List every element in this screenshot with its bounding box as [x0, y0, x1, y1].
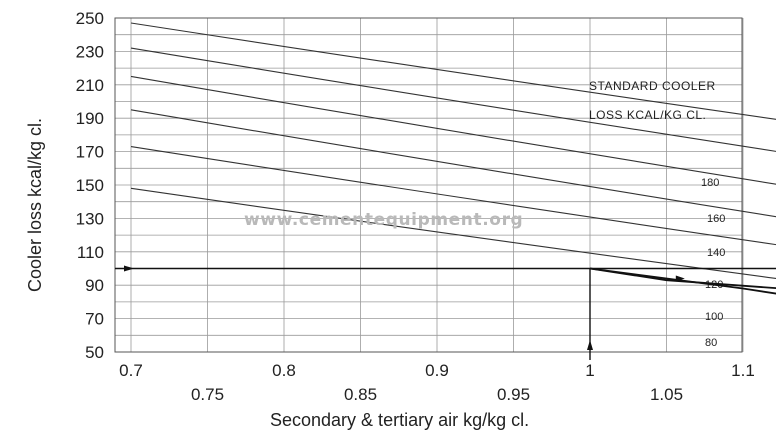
x-tick-label: 1.05 — [650, 385, 683, 404]
example-construction — [115, 265, 776, 360]
tick-labels: 50 70 90 110 130 150 170 190 210 230 250 0.7 0.8 0.9 1… — [76, 9, 755, 404]
x-tick-label: 1.1 — [731, 361, 755, 380]
curve-label: 100 — [705, 311, 723, 323]
y-tick-label: 190 — [76, 109, 104, 128]
y-axis-label: Cooler loss kcal/kg cl. — [25, 118, 45, 292]
y-tick-label: 50 — [85, 343, 104, 362]
curve-line — [130, 146, 776, 246]
y-tick-label: 90 — [85, 276, 104, 295]
arrowhead — [587, 340, 593, 350]
y-tick-label: 110 — [77, 243, 104, 262]
y-tick-label: 210 — [76, 76, 104, 95]
curve-label: 80 — [705, 337, 717, 349]
plot-frame — [114, 17, 743, 353]
x-tick-label: 0.95 — [497, 385, 530, 404]
annotation-line-2: LOSS KCAL/KG CL. — [589, 108, 706, 122]
example-trace — [589, 267, 776, 290]
curve-line — [130, 109, 776, 218]
y-tick-label: 130 — [76, 209, 104, 228]
y-tick-label: 150 — [76, 176, 104, 195]
x-tick-label: 0.75 — [191, 385, 224, 404]
example-trace — [589, 267, 776, 295]
x-tick-label: 0.7 — [119, 361, 143, 380]
x-axis-label: Secondary & tertiary air kg/kg cl. — [270, 410, 529, 430]
arrowhead — [124, 265, 134, 272]
watermark-text: www.cementequipment.org — [244, 210, 523, 230]
annotation-line-1: STANDARD COOLER — [589, 79, 716, 93]
curve-line — [130, 75, 776, 185]
grid — [115, 17, 744, 353]
y-tick-label: 250 — [76, 9, 104, 28]
curve-line — [130, 187, 776, 280]
arrowhead — [675, 275, 685, 282]
curve-label: 140 — [707, 247, 725, 259]
x-tick-label: 1 — [585, 361, 594, 380]
y-tick-label: 70 — [85, 310, 104, 329]
curve-label: 180 — [701, 177, 719, 189]
x-tick-label: 0.8 — [272, 361, 296, 380]
curve-line — [130, 22, 776, 120]
x-tick-label: 0.85 — [344, 385, 377, 404]
curve-label: 160 — [707, 213, 725, 225]
curve-line — [130, 47, 776, 152]
plot-border — [114, 17, 743, 353]
y-tick-label: 230 — [76, 42, 104, 61]
y-tick-label: 170 — [76, 143, 104, 162]
x-tick-label: 0.9 — [425, 361, 449, 380]
